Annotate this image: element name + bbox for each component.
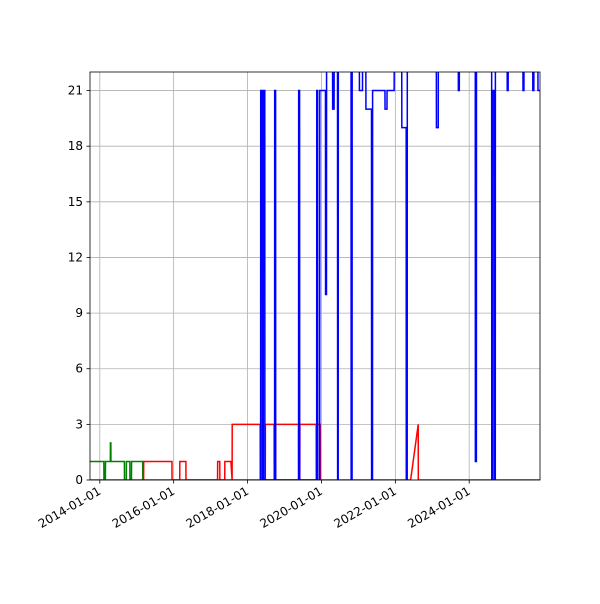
y-tick-label: 6 <box>75 362 83 376</box>
series-line <box>90 442 319 480</box>
grid <box>90 72 540 481</box>
plot-frame <box>89 71 541 481</box>
plot-lines <box>90 72 540 480</box>
series-line <box>259 72 540 480</box>
y-tick-label: 12 <box>68 250 83 264</box>
y-tick-label: 3 <box>75 417 83 431</box>
y-tick-label: 9 <box>75 306 83 320</box>
y-tick-label: 15 <box>68 195 83 209</box>
y-tick-label: 0 <box>75 473 83 487</box>
y-tick-label: 18 <box>68 139 83 153</box>
y-tick-label: 21 <box>68 84 83 98</box>
